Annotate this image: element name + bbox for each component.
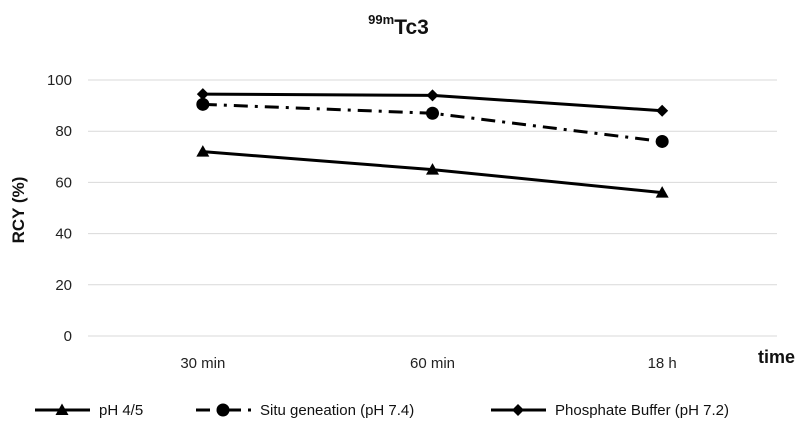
x-tick-label: 30 min xyxy=(180,355,225,372)
legend: pH 4/5 Situ geneation (pH 7.4) Phosphate B… xyxy=(35,402,729,419)
legend-label: Situ geneation (pH 7.4) xyxy=(260,402,414,419)
legend-entry: Phosphate Buffer (pH 7.2) xyxy=(491,402,729,419)
y-tick-label: 0 xyxy=(64,328,72,345)
legend-marker-diamond xyxy=(512,404,524,416)
data-point-circle xyxy=(655,134,669,148)
data-point-triangle xyxy=(196,145,210,157)
series-group xyxy=(196,88,669,198)
gridlines xyxy=(88,79,777,337)
data-point-triangle xyxy=(426,163,439,175)
legend-label: pH 4/5 xyxy=(99,402,143,419)
x-axis-label: time xyxy=(758,347,795,367)
legend-entry: Situ geneation (pH 7.4) xyxy=(196,402,414,419)
y-tick-label: 40 xyxy=(55,226,72,243)
title-main: Tc3 xyxy=(394,16,429,39)
series-diamond xyxy=(196,88,669,117)
y-tick-labels: 0 20 40 60 80 100 xyxy=(47,72,72,345)
data-point-circle xyxy=(196,97,210,111)
legend-marker-circle xyxy=(216,403,230,417)
data-point-triangle xyxy=(655,186,669,198)
title-superscript: 99m xyxy=(368,12,395,27)
chart-title: 99mTc3 xyxy=(0,12,797,40)
x-tick-label: 60 min xyxy=(410,355,455,372)
legend-marker-triangle xyxy=(55,403,69,415)
data-point-diamond xyxy=(196,88,209,101)
data-point-diamond xyxy=(426,89,439,102)
y-tick-label: 80 xyxy=(55,123,72,140)
data-point-circle xyxy=(426,106,439,120)
y-tick-label: 100 xyxy=(47,72,72,89)
y-tick-label: 20 xyxy=(55,277,72,294)
legend-entry: pH 4/5 xyxy=(35,402,143,419)
series-circle xyxy=(196,97,669,148)
y-axis-label: RCY (%) xyxy=(9,177,28,244)
legend-label: Phosphate Buffer (pH 7.2) xyxy=(555,402,729,419)
x-tick-label: 18 h xyxy=(648,355,677,372)
y-tick-label: 60 xyxy=(55,174,72,191)
series-triangle xyxy=(196,145,669,198)
x-tick-labels: 30 min 60 min 18 h xyxy=(180,355,676,372)
data-point-diamond xyxy=(656,104,669,117)
